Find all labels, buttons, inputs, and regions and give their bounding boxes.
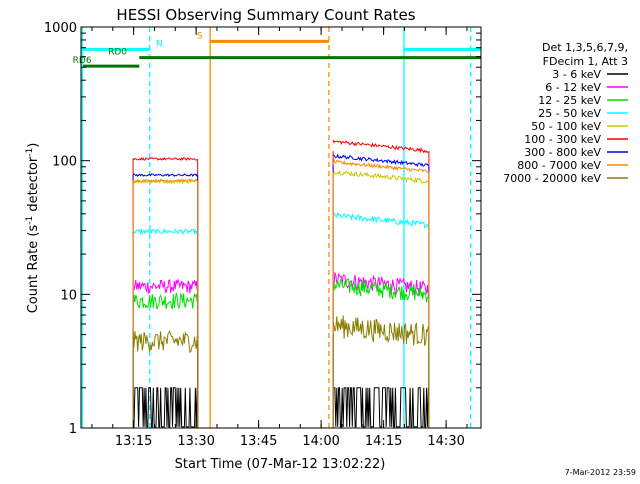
series-line xyxy=(333,387,429,428)
x-tick-label: 13:45 xyxy=(240,434,277,449)
x-tick-label: 14:00 xyxy=(302,434,339,449)
series-line xyxy=(132,329,198,353)
legend-entry-label: 50 - 100 keV xyxy=(531,120,601,133)
flag-label-s: S xyxy=(197,31,203,41)
legend: Det 1,3,5,6,7,9,FDecim 1, Att 33 - 6 keV… xyxy=(503,41,628,185)
y-axis-label-superscript: -1 xyxy=(25,216,35,225)
y-tick-label: 1000 xyxy=(44,21,77,36)
x-tick-label: 13:30 xyxy=(177,434,214,449)
series-line xyxy=(332,139,429,154)
series-line xyxy=(132,178,198,183)
y-axis-label-superscript: -1 xyxy=(25,148,35,157)
chart-title: HESSI Observing Summary Count Rates xyxy=(116,6,415,24)
observing-interval-lines xyxy=(81,27,472,428)
y-tick-label: 100 xyxy=(52,155,77,170)
series-line xyxy=(132,278,198,295)
series-line xyxy=(132,156,198,161)
y-axis-label-part: ) xyxy=(26,143,41,148)
series-line xyxy=(132,387,198,428)
y-tick-label: 10 xyxy=(60,288,77,303)
count-rate-series xyxy=(132,139,430,428)
legend-entry-label: 7000 - 20000 keV xyxy=(503,172,601,185)
flag-label-rd6: RD6 xyxy=(73,56,92,66)
legend-header: Det 1,3,5,6,7,9, xyxy=(542,41,628,54)
series-line xyxy=(332,211,429,229)
series-line xyxy=(332,169,429,184)
y-tick-label: 1 xyxy=(69,422,77,437)
flag-label-n: N xyxy=(156,39,163,49)
legend-entry-label: 12 - 25 keV xyxy=(538,94,601,107)
flag-label-rd0: RD0 xyxy=(108,48,127,58)
y-axis-label-part: detector xyxy=(26,156,41,216)
series-line xyxy=(332,276,429,303)
series-line xyxy=(332,315,429,347)
series-line xyxy=(332,158,429,173)
series-line xyxy=(132,173,198,178)
flag-bars: N S RD0 RD6 xyxy=(73,31,481,68)
y-axis-label: Count Rate (s-1 detector-1) xyxy=(25,143,41,314)
plot-axes: 13:15 13:30 13:45 14:00 14:15 14:30 1 10 100 1000 xyxy=(44,21,482,449)
legend-entry-label: 100 - 300 keV xyxy=(524,133,601,146)
legend-entry-label: 25 - 50 keV xyxy=(538,107,601,120)
legend-entry-label: 300 - 800 keV xyxy=(524,146,601,159)
x-tick-label: 14:15 xyxy=(365,434,402,449)
legend-entry-label: 800 - 7000 keV xyxy=(517,159,601,172)
legend-entry-label: 3 - 6 keV xyxy=(552,68,601,81)
plot-frame xyxy=(80,26,482,429)
legend-header: FDecim 1, Att 3 xyxy=(543,55,628,68)
series-line xyxy=(132,228,198,236)
y-axis-label-part: Count Rate (s xyxy=(26,225,41,314)
legend-entry-label: 6 - 12 keV xyxy=(545,81,601,94)
series-line xyxy=(332,153,429,168)
x-tick-label: 14:30 xyxy=(427,434,464,449)
x-axis-label: Start Time (07-Mar-12 13:02:22) xyxy=(175,457,386,472)
x-tick-label: 13:15 xyxy=(115,434,152,449)
series-line xyxy=(132,291,198,310)
plot-timestamp: 7-Mar-2012 23:59 xyxy=(565,468,636,477)
